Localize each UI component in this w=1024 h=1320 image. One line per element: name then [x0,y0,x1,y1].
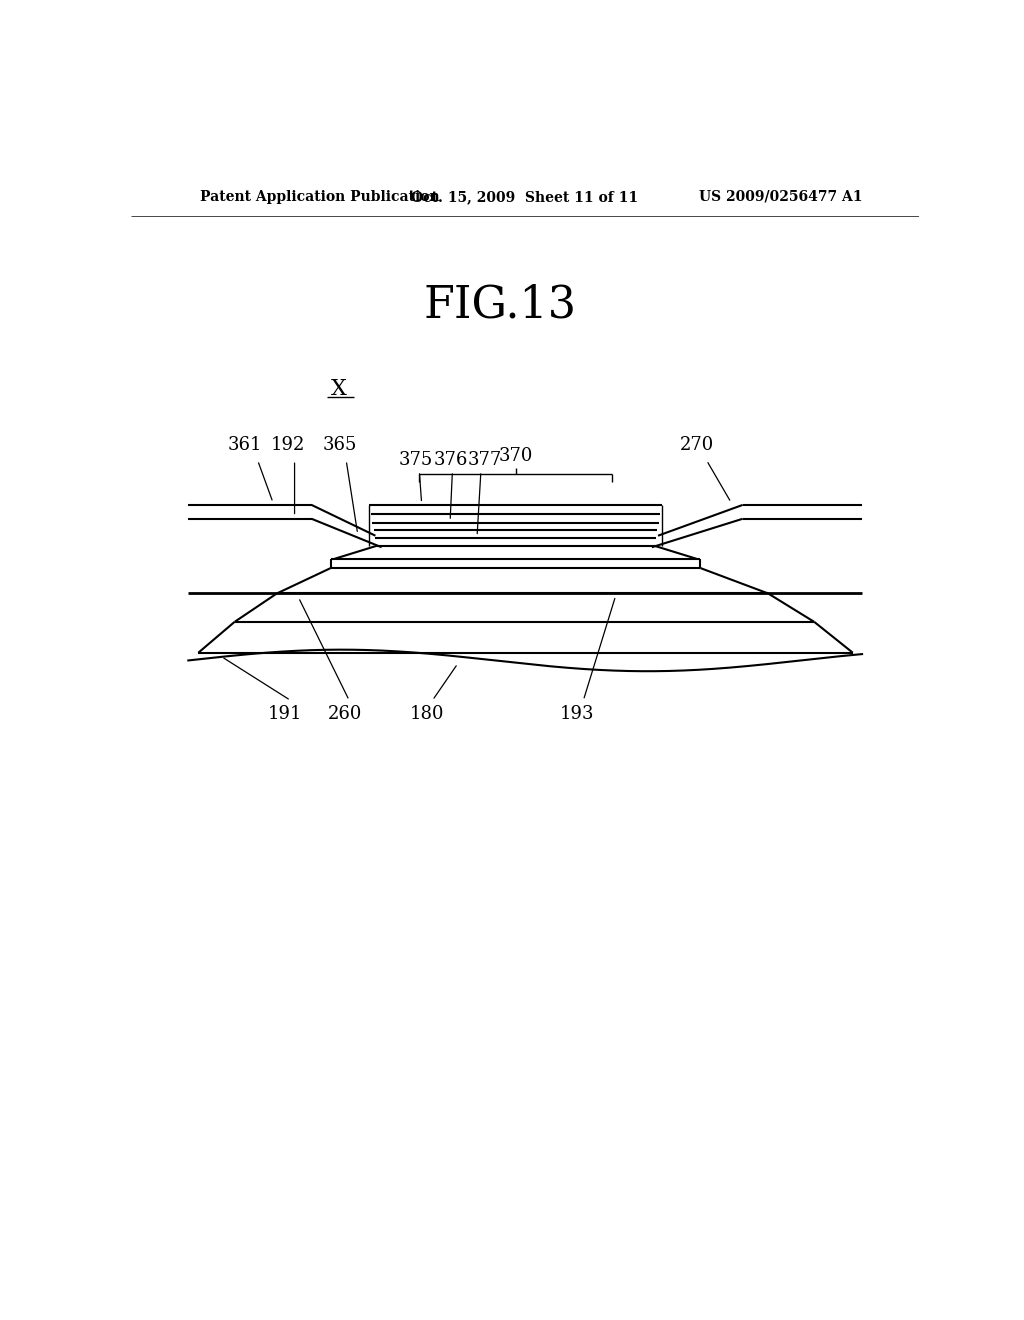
Text: 376: 376 [434,451,468,469]
Text: Patent Application Publication: Patent Application Publication [200,190,439,203]
Text: 191: 191 [267,705,302,723]
Text: X: X [331,379,346,400]
Text: 375: 375 [398,451,432,469]
Text: 193: 193 [560,705,594,723]
Text: 377: 377 [468,451,502,469]
Text: FIG.13: FIG.13 [424,282,577,326]
Text: 260: 260 [328,705,361,723]
Text: 365: 365 [323,436,357,454]
Text: Oct. 15, 2009  Sheet 11 of 11: Oct. 15, 2009 Sheet 11 of 11 [412,190,638,203]
Text: 361: 361 [227,436,262,454]
Text: 192: 192 [271,436,305,454]
Text: 180: 180 [410,705,444,723]
Text: 370: 370 [499,446,532,465]
Text: 270: 270 [679,436,714,454]
Text: US 2009/0256477 A1: US 2009/0256477 A1 [698,190,862,203]
